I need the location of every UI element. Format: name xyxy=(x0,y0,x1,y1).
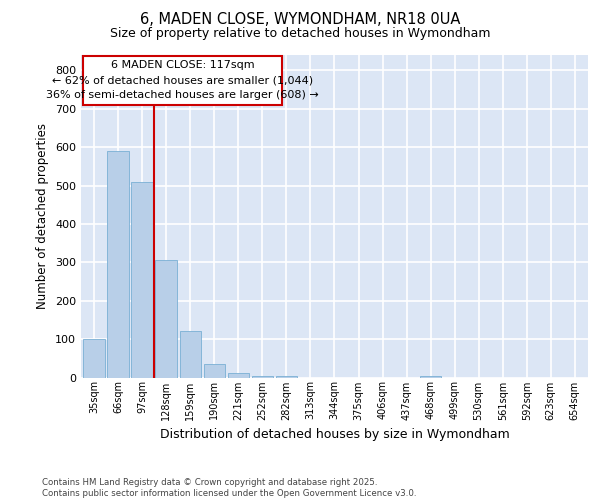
Text: ← 62% of detached houses are smaller (1,044): ← 62% of detached houses are smaller (1,… xyxy=(52,76,313,86)
Bar xyxy=(420,376,442,378)
Y-axis label: Number of detached properties: Number of detached properties xyxy=(37,123,49,309)
Text: Size of property relative to detached houses in Wymondham: Size of property relative to detached ho… xyxy=(110,28,490,40)
Bar xyxy=(251,376,273,378)
Bar xyxy=(203,364,225,378)
Text: 6 MADEN CLOSE: 117sqm: 6 MADEN CLOSE: 117sqm xyxy=(111,60,254,70)
Text: Contains HM Land Registry data © Crown copyright and database right 2025.
Contai: Contains HM Land Registry data © Crown c… xyxy=(42,478,416,498)
Bar xyxy=(227,373,249,378)
Bar xyxy=(131,182,153,378)
X-axis label: Distribution of detached houses by size in Wymondham: Distribution of detached houses by size … xyxy=(160,428,509,441)
Bar xyxy=(83,339,105,378)
Text: 6, MADEN CLOSE, WYMONDHAM, NR18 0UA: 6, MADEN CLOSE, WYMONDHAM, NR18 0UA xyxy=(140,12,460,28)
Text: 36% of semi-detached houses are larger (608) →: 36% of semi-detached houses are larger (… xyxy=(46,90,319,100)
Bar xyxy=(179,332,201,378)
Bar xyxy=(275,376,297,378)
Bar xyxy=(155,260,177,378)
FancyBboxPatch shape xyxy=(83,56,281,105)
Bar xyxy=(107,151,129,378)
